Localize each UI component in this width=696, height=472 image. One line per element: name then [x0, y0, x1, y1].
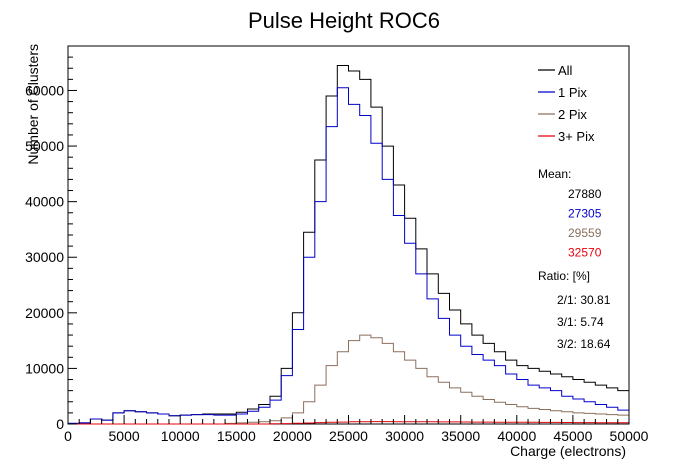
series-1-pix-line: [67, 87, 629, 424]
mean-value: 29559: [568, 226, 602, 240]
y-tick-label: 50000: [25, 138, 64, 154]
y-tick-label: 20000: [25, 305, 64, 321]
x-axis-title: Charge (electrons): [510, 443, 626, 459]
series-layer: [67, 65, 629, 425]
mean-value: 32570: [568, 246, 602, 260]
x-tick-label: 0: [64, 428, 72, 444]
axes-layer: 0 5000 10000 15000 20000 25000 30000 35000 40000…: [25, 45, 649, 444]
mean-value: 27305: [568, 207, 602, 221]
series-all-line: [67, 65, 629, 424]
stats-box: Mean: 27880 27305 29559 32570 Ratio: [%] 2/1: …: [538, 167, 611, 351]
legend-label-2-pix: 2 Pix: [558, 107, 587, 122]
x-tick-label: 35000: [441, 428, 480, 444]
x-tick-label: 45000: [553, 428, 592, 444]
ratio-value: 3/1: 5.74: [557, 315, 604, 329]
mean-label: Mean:: [538, 167, 571, 181]
y-axis-title: Number of Clusters: [25, 44, 41, 165]
y-tick-label: 60000: [25, 82, 64, 98]
x-tick-label: 25000: [329, 428, 368, 444]
series-2-pix-line: [68, 334, 629, 425]
legend-label-3-pix: 3+ Pix: [558, 129, 595, 144]
x-tick-label: 20000: [273, 428, 312, 444]
legend-label-all: All: [558, 63, 573, 78]
legend: All 1 Pix 2 Pix 3+ Pix: [538, 63, 595, 144]
x-tick-label: 5000: [109, 428, 140, 444]
chart-title: Pulse Height ROC6: [248, 8, 440, 33]
legend-label-1-pix: 1 Pix: [558, 85, 587, 100]
ratio-label: Ratio: [%]: [538, 269, 590, 283]
x-tick-label: 15000: [217, 428, 256, 444]
y-tick-label: 0: [56, 416, 64, 432]
x-tick-label: 30000: [385, 428, 424, 444]
y-tick-label: 10000: [25, 360, 64, 376]
x-tick-label: 50000: [610, 428, 649, 444]
y-tick-label: 30000: [25, 249, 64, 265]
y-tick-label: 40000: [25, 194, 64, 210]
ratio-value: 2/1: 30.81: [557, 293, 611, 307]
mean-value: 27880: [568, 187, 602, 201]
ratio-value: 3/2: 18.64: [557, 337, 611, 351]
x-tick-label: 40000: [497, 428, 536, 444]
x-tick-label: 10000: [161, 428, 200, 444]
